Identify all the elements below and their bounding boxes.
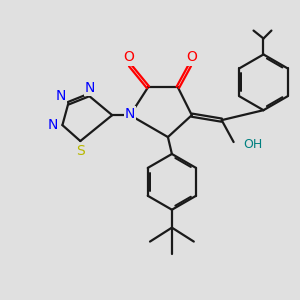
Text: S: S	[76, 144, 85, 158]
Text: OH: OH	[244, 137, 263, 151]
Text: N: N	[55, 89, 66, 103]
Text: N: N	[85, 81, 95, 95]
Text: N: N	[125, 107, 135, 121]
Text: O: O	[124, 50, 134, 64]
Text: O: O	[186, 50, 197, 64]
Text: N: N	[47, 118, 58, 132]
